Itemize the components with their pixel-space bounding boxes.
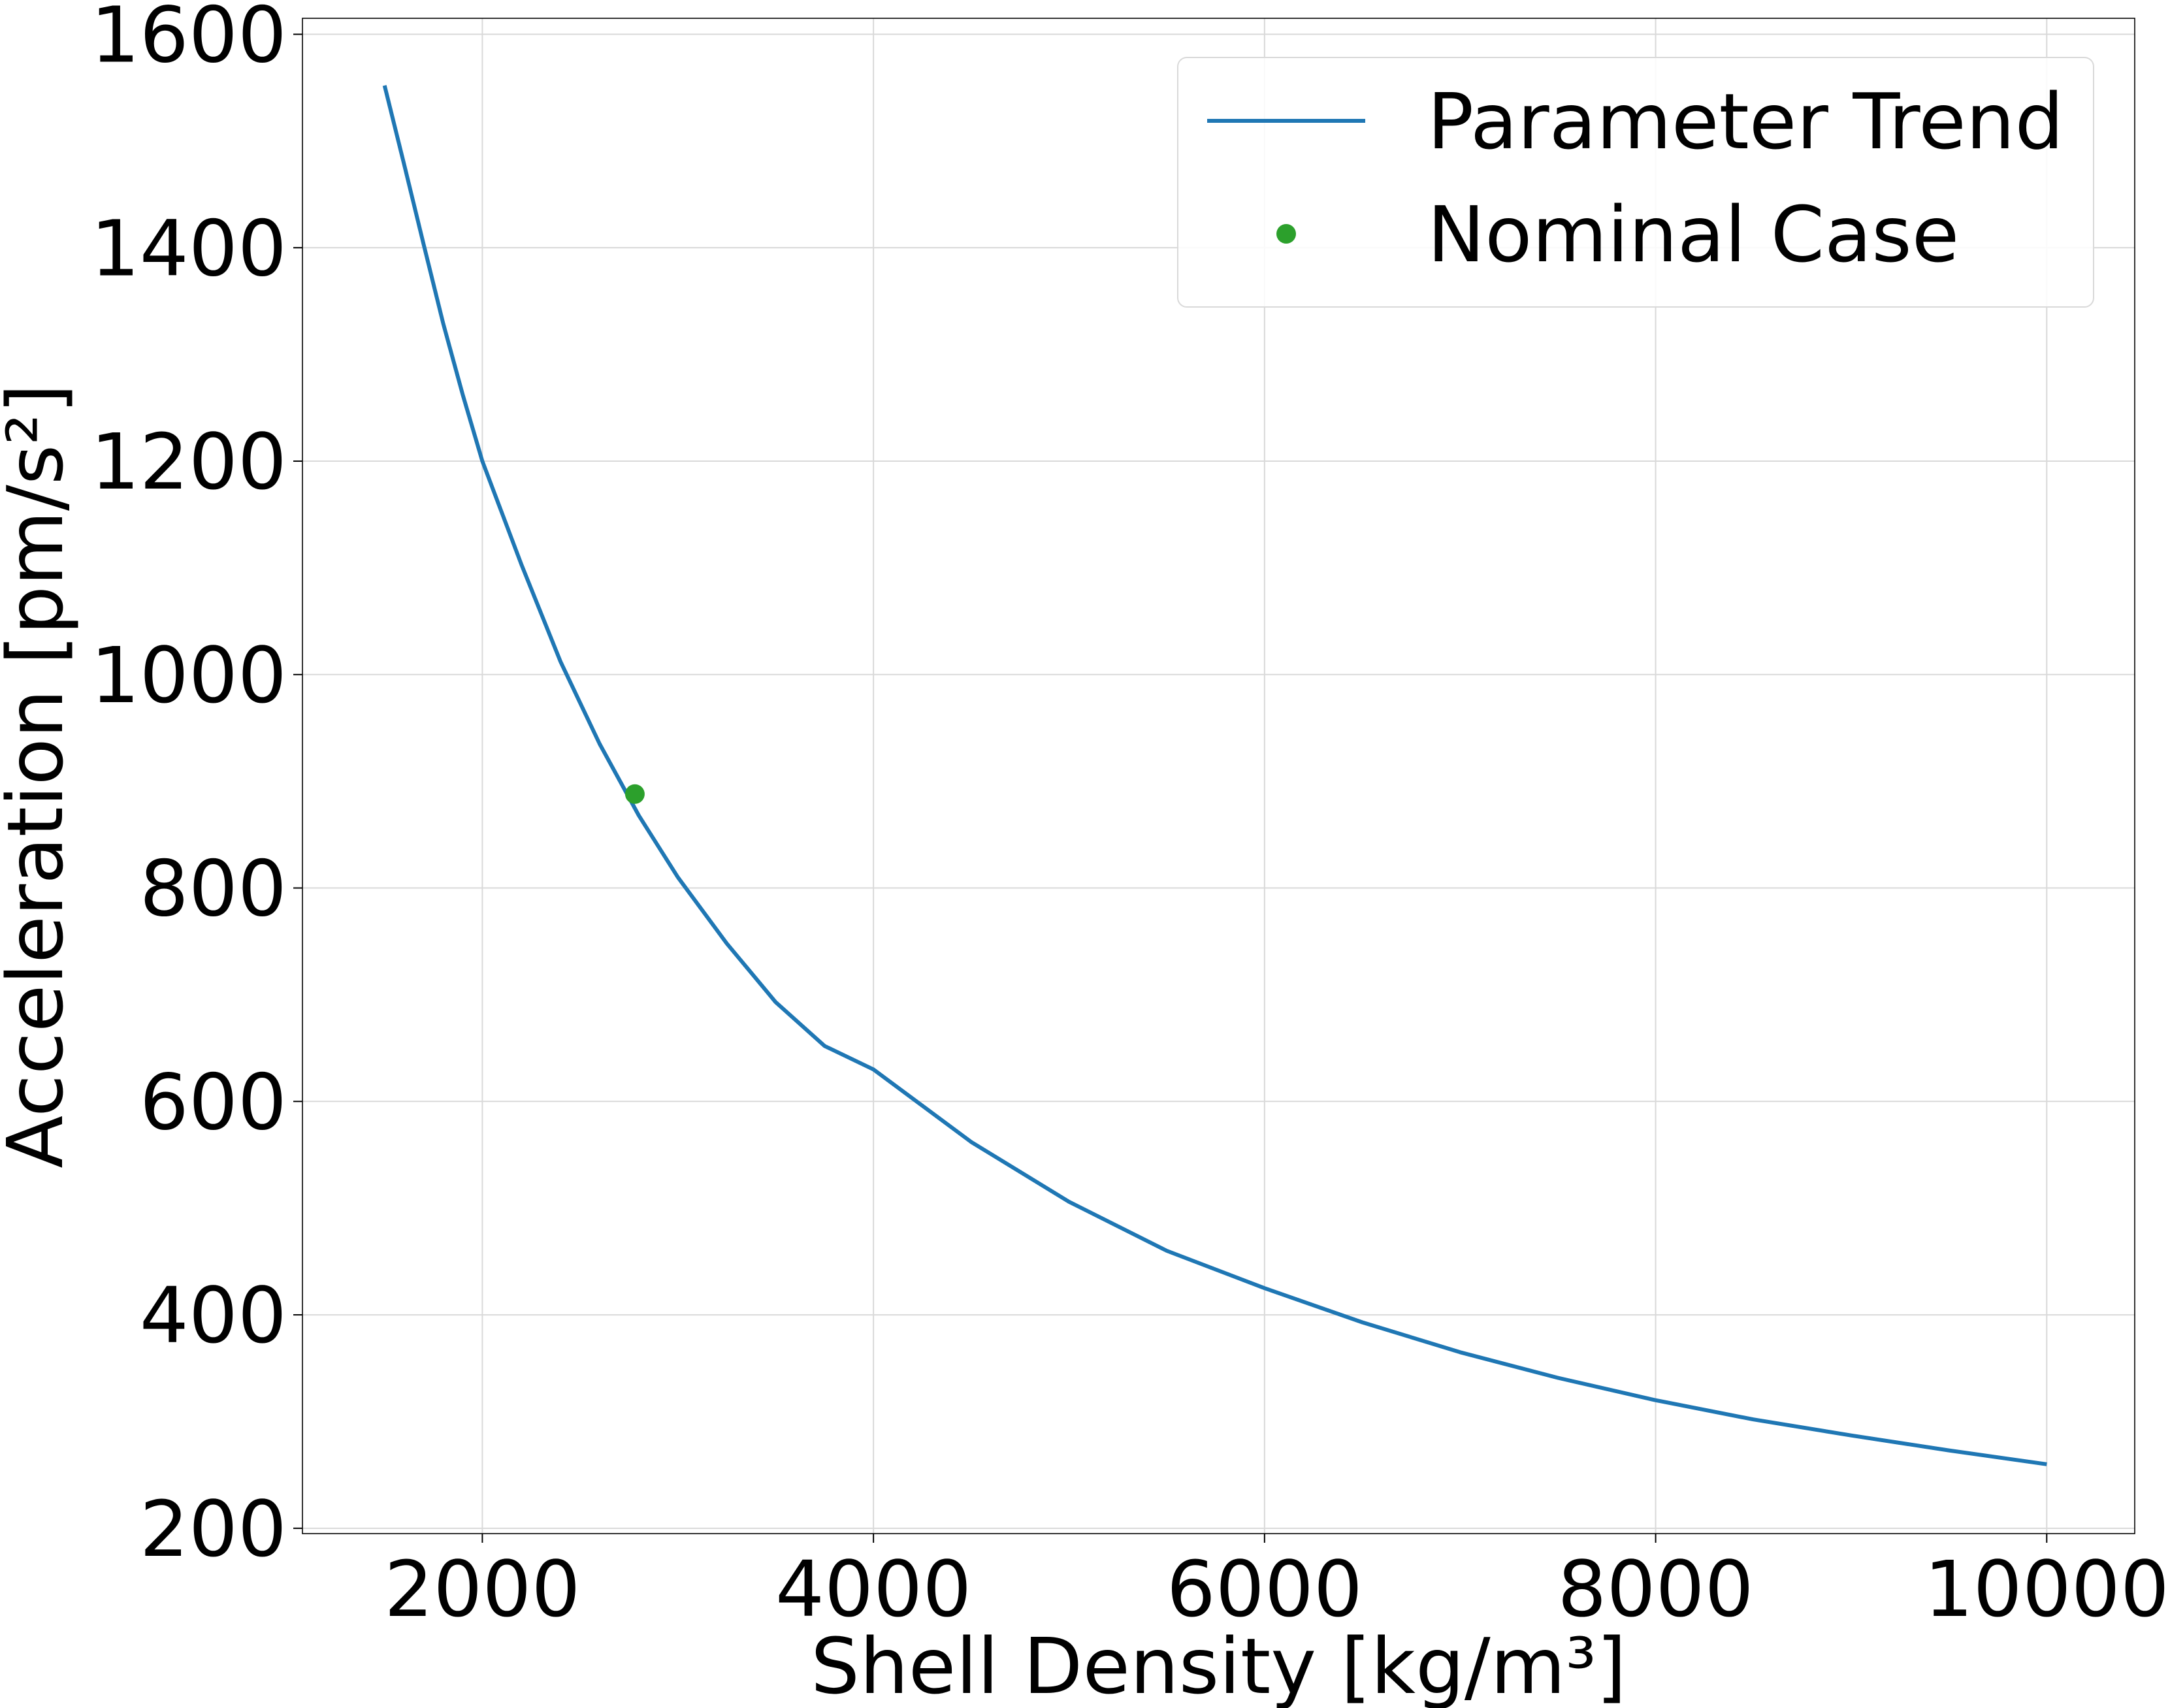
y-tick-label: 1000 xyxy=(91,630,287,720)
y-tick-label: 800 xyxy=(140,844,287,934)
y-tick-label: 600 xyxy=(140,1057,287,1147)
y-tick-label: 400 xyxy=(140,1270,287,1361)
x-axis-label: Shell Density [kg/m³] xyxy=(811,1621,1627,1708)
legend: Parameter Trend Nominal Case xyxy=(1178,57,2094,307)
x-tick-label: 2000 xyxy=(384,1544,580,1634)
y-tick-label: 1400 xyxy=(91,203,287,293)
nominal-case-point xyxy=(625,784,645,804)
legend-entry-label: Parameter Trend xyxy=(1427,76,2064,167)
y-axis-label: Acceleration [pm/s²] xyxy=(0,383,80,1168)
legend-entry-label: Nominal Case xyxy=(1427,189,1959,280)
y-tick-label: 1200 xyxy=(91,417,287,507)
x-tick-label: 10000 xyxy=(1924,1544,2169,1634)
legend-swatch-point xyxy=(1276,224,1296,244)
y-tick-label: 200 xyxy=(140,1484,287,1574)
y-tick-label: 1600 xyxy=(91,0,287,80)
